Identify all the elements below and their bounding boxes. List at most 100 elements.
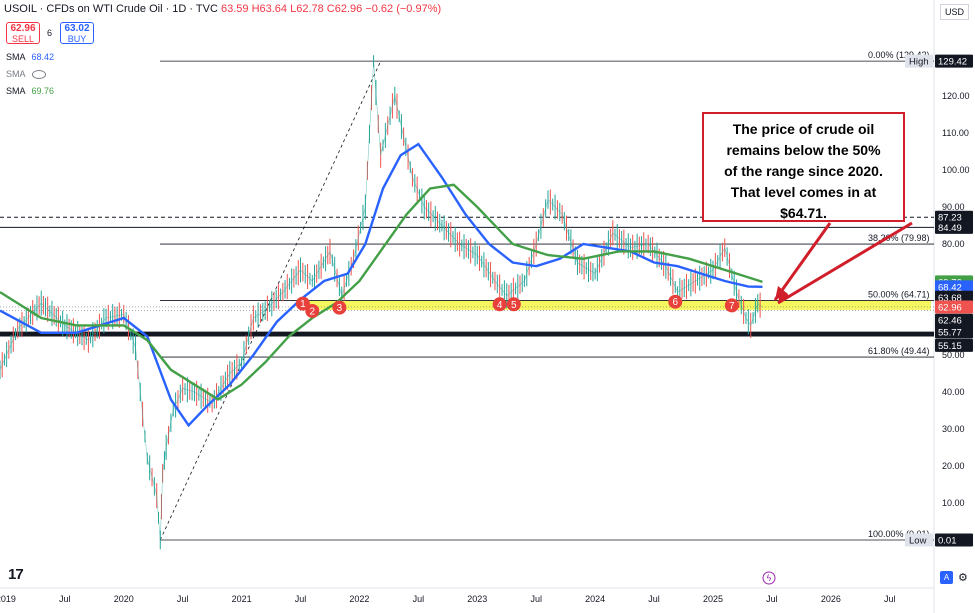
price-tag-caption: Low	[909, 535, 927, 546]
auto-scale-button[interactable]: A	[940, 571, 953, 584]
price-tag-caption-bg	[905, 533, 933, 547]
y-tick-label: 110.00	[942, 128, 969, 138]
x-tick-label: 2025	[703, 594, 723, 604]
touch-marker	[295, 296, 310, 311]
price-tag	[935, 300, 973, 314]
touch-marker-label: 5	[511, 300, 517, 311]
buy-button[interactable]: 63.02 BUY	[60, 22, 94, 44]
y-tick-label: 100.00	[942, 165, 970, 175]
callout-line: of the range since 2020.	[724, 163, 883, 179]
sma-line	[0, 183, 763, 401]
indicator-label: SMA	[6, 86, 26, 96]
indicator-label: SMA	[6, 69, 26, 79]
indicator-sma-1[interactable]: SMA 68.42	[6, 52, 54, 62]
price-tag	[935, 290, 973, 304]
x-tick-label: Jul	[413, 594, 425, 604]
touch-marker	[332, 300, 347, 315]
x-tick-label: 2024	[585, 594, 605, 604]
price-tag	[935, 54, 973, 68]
price-tag-value: 87.23	[938, 213, 962, 224]
callout-line: remains below the 50%	[726, 142, 881, 158]
fib-level-label: 100.00% (0.01)	[868, 529, 930, 539]
fib-level-label: 0.00% (129.42)	[868, 50, 930, 60]
gear-icon[interactable]: ⚙	[958, 572, 968, 584]
indicator-label: SMA	[6, 52, 26, 62]
x-tick-label: 2020	[114, 594, 134, 604]
price-tag	[935, 533, 973, 547]
sma-line	[0, 142, 763, 428]
ohlc-values: 63.59 H63.64 L62.78 C62.96 −0.62 (−0.97%…	[220, 3, 442, 15]
price-tag	[935, 338, 973, 352]
fib-level-label: 50.00% (64.71)	[868, 290, 930, 300]
price-tag-value: 55.77	[938, 328, 962, 339]
currency-selector[interactable]: USD	[939, 4, 969, 20]
touch-marker	[305, 303, 320, 318]
price-tag-value: 63.68	[938, 293, 962, 304]
x-tick-label: Jul	[766, 594, 778, 604]
x-tick-label: 2021	[232, 594, 252, 604]
y-tick-label: 120.00	[942, 91, 970, 101]
x-tick-label: 2019	[0, 594, 16, 604]
callout-line: $64.71.	[780, 205, 827, 221]
event-icon-glyph: ϟ	[767, 573, 772, 583]
x-tick-label: Jul	[648, 594, 660, 604]
callout-line: That level comes in at	[730, 184, 877, 200]
fib-trend-line	[159, 60, 382, 541]
indicator-value: 69.76	[31, 86, 55, 96]
touch-marker-label: 2	[310, 306, 316, 317]
y-tick-label: 10.00	[942, 498, 965, 508]
buy-label: BUY	[67, 34, 87, 44]
touch-marker-label: 3	[337, 303, 343, 314]
callout-arrowhead	[778, 289, 791, 303]
fib-level-label: 61.80% (49.44)	[868, 346, 930, 356]
indicator-value: 68.42	[31, 52, 55, 62]
y-tick-label: 90.00	[942, 202, 965, 212]
support-zone	[300, 300, 931, 310]
callout-arrow	[777, 221, 913, 305]
price-tag	[935, 325, 973, 339]
fib-level-label: 38.20% (79.98)	[868, 233, 930, 243]
touch-marker-label: 1	[300, 299, 306, 310]
price-tag-value: 68.42	[938, 282, 962, 293]
price-tag-value: 84.49	[938, 223, 962, 234]
price-tag-caption-bg	[905, 54, 933, 68]
indicator-sma-2[interactable]: SMA	[6, 69, 46, 80]
sell-label: SELL	[11, 34, 35, 44]
x-tick-label: Jul	[884, 594, 896, 604]
spread-value: 6	[47, 28, 53, 38]
touch-marker-label: 6	[672, 297, 678, 308]
price-line	[0, 61, 763, 540]
x-tick-label: 2023	[467, 594, 487, 604]
price-tag-value: 55.15	[938, 341, 962, 352]
tradingview-logo[interactable]: 17	[8, 566, 24, 583]
indicator-sma-3[interactable]: SMA 69.76	[6, 86, 54, 96]
chart-header: USOIL · CFDs on WTI Crude Oil · 1D · TVC…	[4, 3, 441, 15]
callout-arrow	[773, 222, 832, 301]
sell-price: 62.96	[10, 23, 36, 34]
annotation-callout: The price of crude oil remains below the…	[702, 112, 905, 222]
price-tag	[935, 280, 973, 294]
price-tag-value: 0.01	[938, 535, 957, 546]
price-tag-caption: High	[909, 57, 929, 68]
x-tick-label: 2022	[349, 594, 369, 604]
x-tick-label: Jul	[177, 594, 189, 604]
touch-marker	[724, 298, 739, 313]
callout-line: The price of crude oil	[732, 121, 875, 137]
price-tag-value: 62.46	[938, 316, 962, 327]
touch-marker-label: 4	[497, 300, 503, 311]
touch-marker	[506, 297, 521, 312]
y-tick-label: 80.00	[942, 239, 965, 249]
eye-hidden-icon[interactable]	[31, 70, 46, 80]
event-icon	[762, 571, 776, 585]
x-tick-label: Jul	[59, 594, 71, 604]
sell-button[interactable]: 62.96 SELL	[6, 22, 40, 44]
price-tag	[935, 220, 973, 234]
touch-marker	[492, 297, 507, 312]
x-tick-label: Jul	[530, 594, 542, 604]
x-tick-label: Jul	[295, 594, 307, 604]
touch-marker	[668, 294, 683, 309]
y-tick-label: 20.00	[942, 461, 965, 471]
x-tick-label: 2026	[821, 594, 841, 604]
symbol-title[interactable]: USOIL · CFDs on WTI Crude Oil · 1D · TVC	[4, 3, 218, 15]
